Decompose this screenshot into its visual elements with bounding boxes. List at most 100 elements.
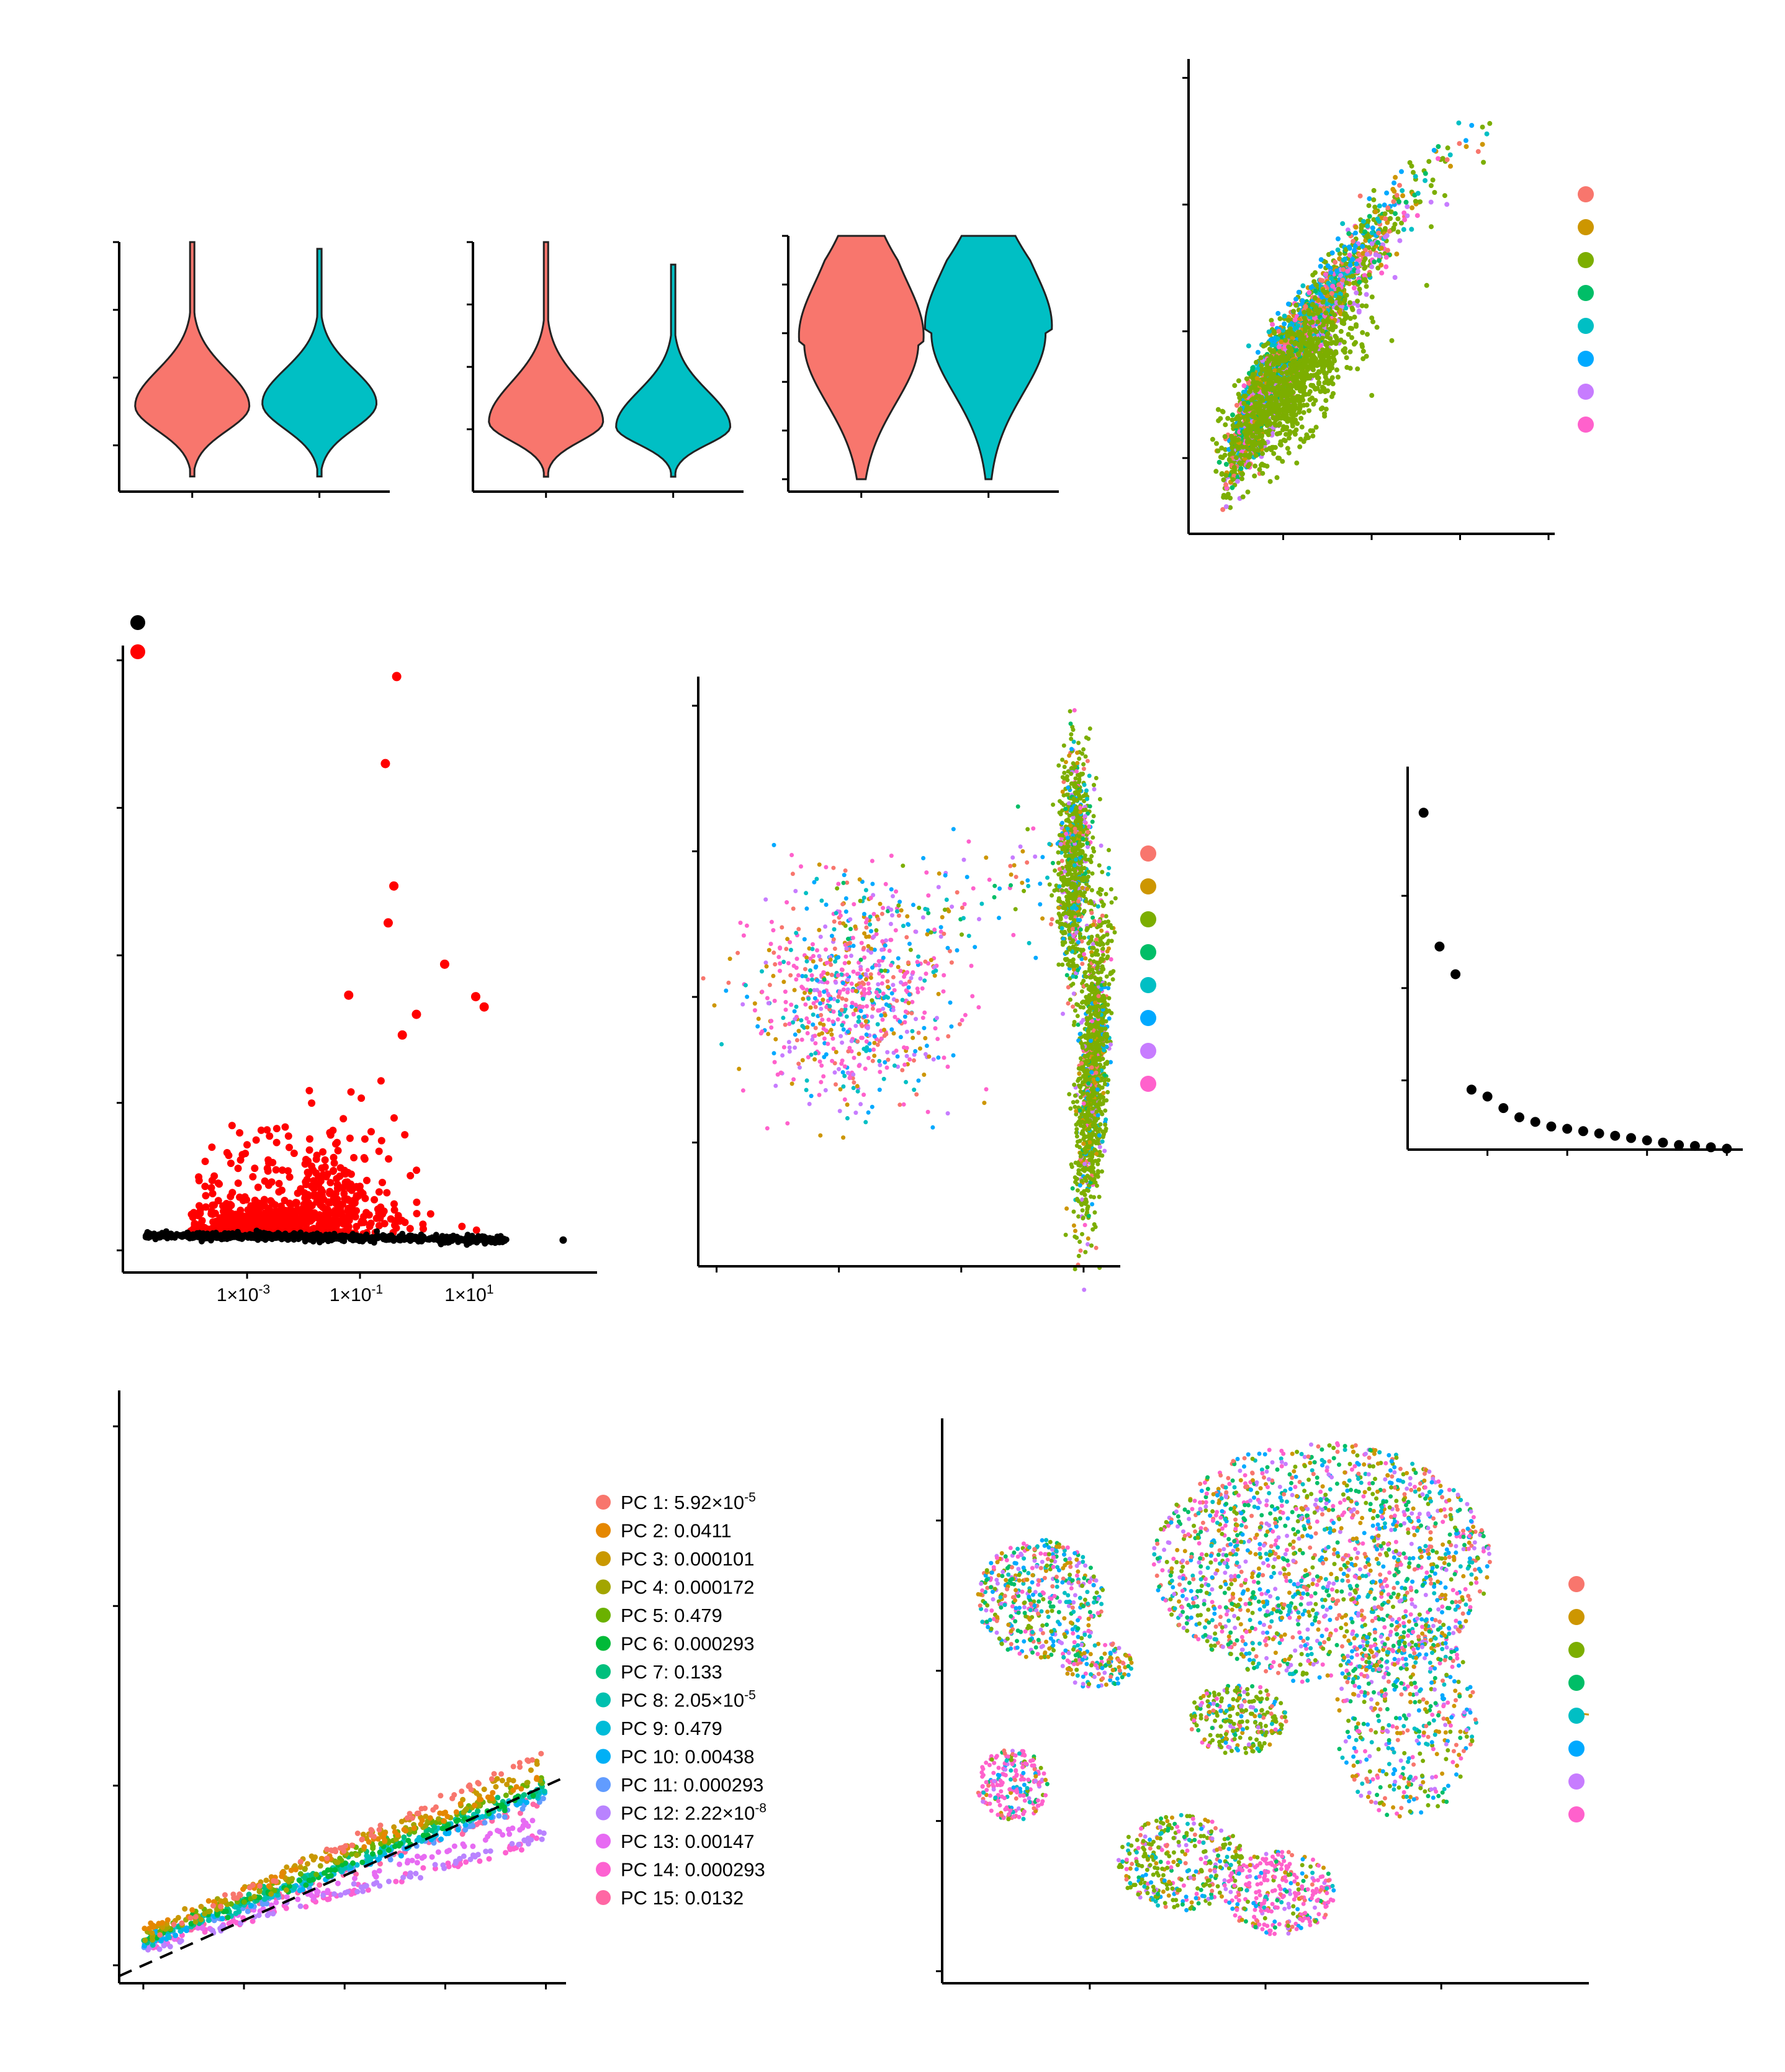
- data-point: [1372, 259, 1377, 264]
- data-point: [1392, 180, 1396, 186]
- data-point: [1418, 199, 1423, 205]
- data-point: [363, 1176, 371, 1184]
- data-point: [1382, 251, 1388, 256]
- data-point: [272, 1138, 281, 1146]
- data-point: [1341, 312, 1347, 317]
- data-point: [1323, 272, 1328, 277]
- data-point: [1351, 238, 1356, 244]
- data-point: [1230, 412, 1235, 418]
- data-point: [357, 1094, 366, 1102]
- data-point: [1263, 410, 1269, 416]
- data-point: [1222, 453, 1228, 458]
- data-point: [1256, 448, 1261, 453]
- data-point: [358, 1217, 366, 1225]
- data-point: [1383, 216, 1388, 222]
- data-point: [1371, 187, 1377, 193]
- data-point: [1312, 295, 1318, 301]
- data-point: [1258, 382, 1263, 387]
- data-point: [1377, 203, 1382, 209]
- data-point: [1238, 453, 1244, 458]
- data-point: [1341, 257, 1346, 263]
- data-point: [1320, 361, 1326, 366]
- data-point: [1448, 163, 1453, 169]
- data-point: [1429, 224, 1434, 230]
- data-point: [1357, 279, 1362, 285]
- data-point: [1290, 353, 1295, 358]
- data-point: [1252, 463, 1258, 469]
- data-point: [227, 1192, 235, 1200]
- data-point: [1341, 267, 1346, 273]
- data-point: [1285, 318, 1291, 323]
- data-point: [1360, 330, 1365, 335]
- data-point: [367, 1128, 375, 1136]
- data-point: [1213, 469, 1219, 474]
- data-point: [228, 1122, 236, 1130]
- data-point: [195, 1177, 203, 1184]
- data-point: [1277, 456, 1282, 461]
- data-point: [266, 1132, 274, 1140]
- data-point: [1400, 193, 1406, 199]
- data-point: [1272, 330, 1277, 336]
- data-point: [1252, 473, 1257, 479]
- data-point: [1243, 421, 1248, 426]
- data-point: [1263, 372, 1269, 378]
- data-point: [1256, 400, 1261, 406]
- data-point: [1313, 329, 1319, 335]
- data-point: [1284, 382, 1289, 387]
- data-point: [1308, 320, 1313, 326]
- data-point: [1360, 243, 1365, 249]
- data-point: [1428, 199, 1434, 205]
- data-point: [1269, 318, 1274, 323]
- data-point: [1315, 385, 1320, 391]
- data-point: [1405, 204, 1410, 209]
- violin-panel-nFeature_RNA: [113, 241, 390, 498]
- data-point: [1287, 431, 1292, 436]
- data-point: [1331, 353, 1336, 358]
- legend-item: [1578, 417, 1594, 433]
- data-point: [1379, 270, 1385, 276]
- data-point: [1290, 358, 1296, 364]
- data-point: [1270, 444, 1276, 450]
- data-point: [1356, 308, 1362, 313]
- data-point: [1277, 367, 1282, 373]
- data-point: [1269, 381, 1275, 386]
- data-point: [1353, 230, 1358, 236]
- data-point: [223, 1149, 231, 1156]
- data-point: [1334, 305, 1339, 311]
- data-point: [345, 1196, 353, 1204]
- data-point: [1344, 355, 1349, 361]
- data-point: [1436, 144, 1441, 150]
- data-point: [1219, 472, 1225, 477]
- data-point: [1293, 379, 1299, 384]
- data-point: [1274, 354, 1279, 359]
- legend-item: [1578, 252, 1594, 268]
- data-point: [1378, 245, 1384, 251]
- data-point: [1234, 403, 1239, 408]
- data-point: [1324, 377, 1329, 382]
- data-point: [1370, 225, 1375, 231]
- data-point: [1329, 250, 1335, 256]
- legend-swatch: [1578, 252, 1594, 268]
- legend-item: [1578, 285, 1594, 301]
- data-point: [1360, 261, 1366, 266]
- data-point: [1230, 449, 1235, 455]
- data-point: [1320, 299, 1326, 305]
- data-point: [1323, 407, 1329, 412]
- data-point: [339, 1115, 348, 1123]
- data-point: [1336, 286, 1341, 292]
- data-point: [225, 1203, 233, 1211]
- data-point: [1360, 356, 1366, 361]
- data-point: [472, 1226, 480, 1234]
- data-point: [1411, 169, 1416, 175]
- data-point: [1364, 304, 1369, 309]
- data-point: [1270, 362, 1276, 367]
- data-point: [1362, 277, 1368, 282]
- data-point: [1369, 315, 1375, 321]
- data-point: [1320, 384, 1325, 390]
- data-point: [286, 1143, 293, 1151]
- data-point: [375, 1147, 383, 1155]
- data-point: [284, 1132, 292, 1140]
- data-point: [1280, 351, 1286, 356]
- data-point: [1447, 152, 1453, 158]
- data-point: [1238, 407, 1243, 412]
